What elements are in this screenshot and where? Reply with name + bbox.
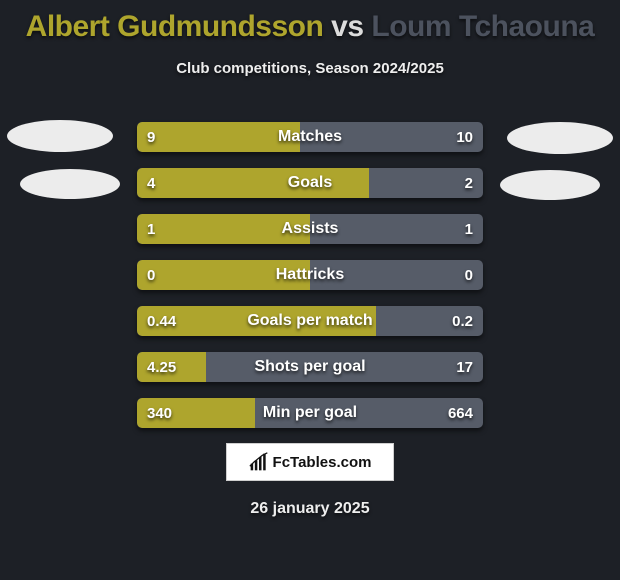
- stat-row: 1Assists1: [137, 214, 483, 244]
- stat-value-p2: 664: [448, 398, 473, 428]
- vs-text: vs: [331, 10, 363, 43]
- stat-row: 340Min per goal664: [137, 398, 483, 428]
- player2-badge-bottom: [500, 170, 600, 200]
- player1-badge-bottom: [20, 169, 120, 199]
- stat-row: 9Matches10: [137, 122, 483, 152]
- stat-value-p2: 2: [465, 168, 473, 198]
- stat-label: Hattricks: [137, 260, 483, 290]
- stat-row: 0Hattricks0: [137, 260, 483, 290]
- stat-row: 4.25Shots per goal17: [137, 352, 483, 382]
- player1-badge-top: [7, 120, 113, 152]
- subtitle: Club competitions, Season 2024/2025: [0, 60, 620, 77]
- stat-value-p2: 10: [456, 122, 473, 152]
- chart-icon: [249, 452, 269, 472]
- stats-container: 9Matches104Goals21Assists10Hattricks00.4…: [137, 122, 483, 444]
- comparison-title: Albert Gudmundsson vs Loum Tchaouna: [0, 0, 620, 44]
- footer-date: 26 january 2025: [0, 500, 620, 518]
- stat-label: Goals per match: [137, 306, 483, 336]
- stat-value-p2: 0: [465, 260, 473, 290]
- player2-badge-top: [507, 122, 613, 154]
- stat-label: Min per goal: [137, 398, 483, 428]
- fctables-logo: FcTables.com: [226, 443, 394, 481]
- stat-value-p2: 17: [456, 352, 473, 382]
- stat-value-p2: 1: [465, 214, 473, 244]
- logo-text: FcTables.com: [273, 454, 372, 471]
- player2-name: Loum Tchaouna: [371, 10, 594, 43]
- stat-label: Shots per goal: [137, 352, 483, 382]
- stat-row: 0.44Goals per match0.2: [137, 306, 483, 336]
- stat-value-p2: 0.2: [452, 306, 473, 336]
- stat-label: Assists: [137, 214, 483, 244]
- stat-row: 4Goals2: [137, 168, 483, 198]
- stat-label: Goals: [137, 168, 483, 198]
- stat-label: Matches: [137, 122, 483, 152]
- player1-name: Albert Gudmundsson: [26, 10, 324, 43]
